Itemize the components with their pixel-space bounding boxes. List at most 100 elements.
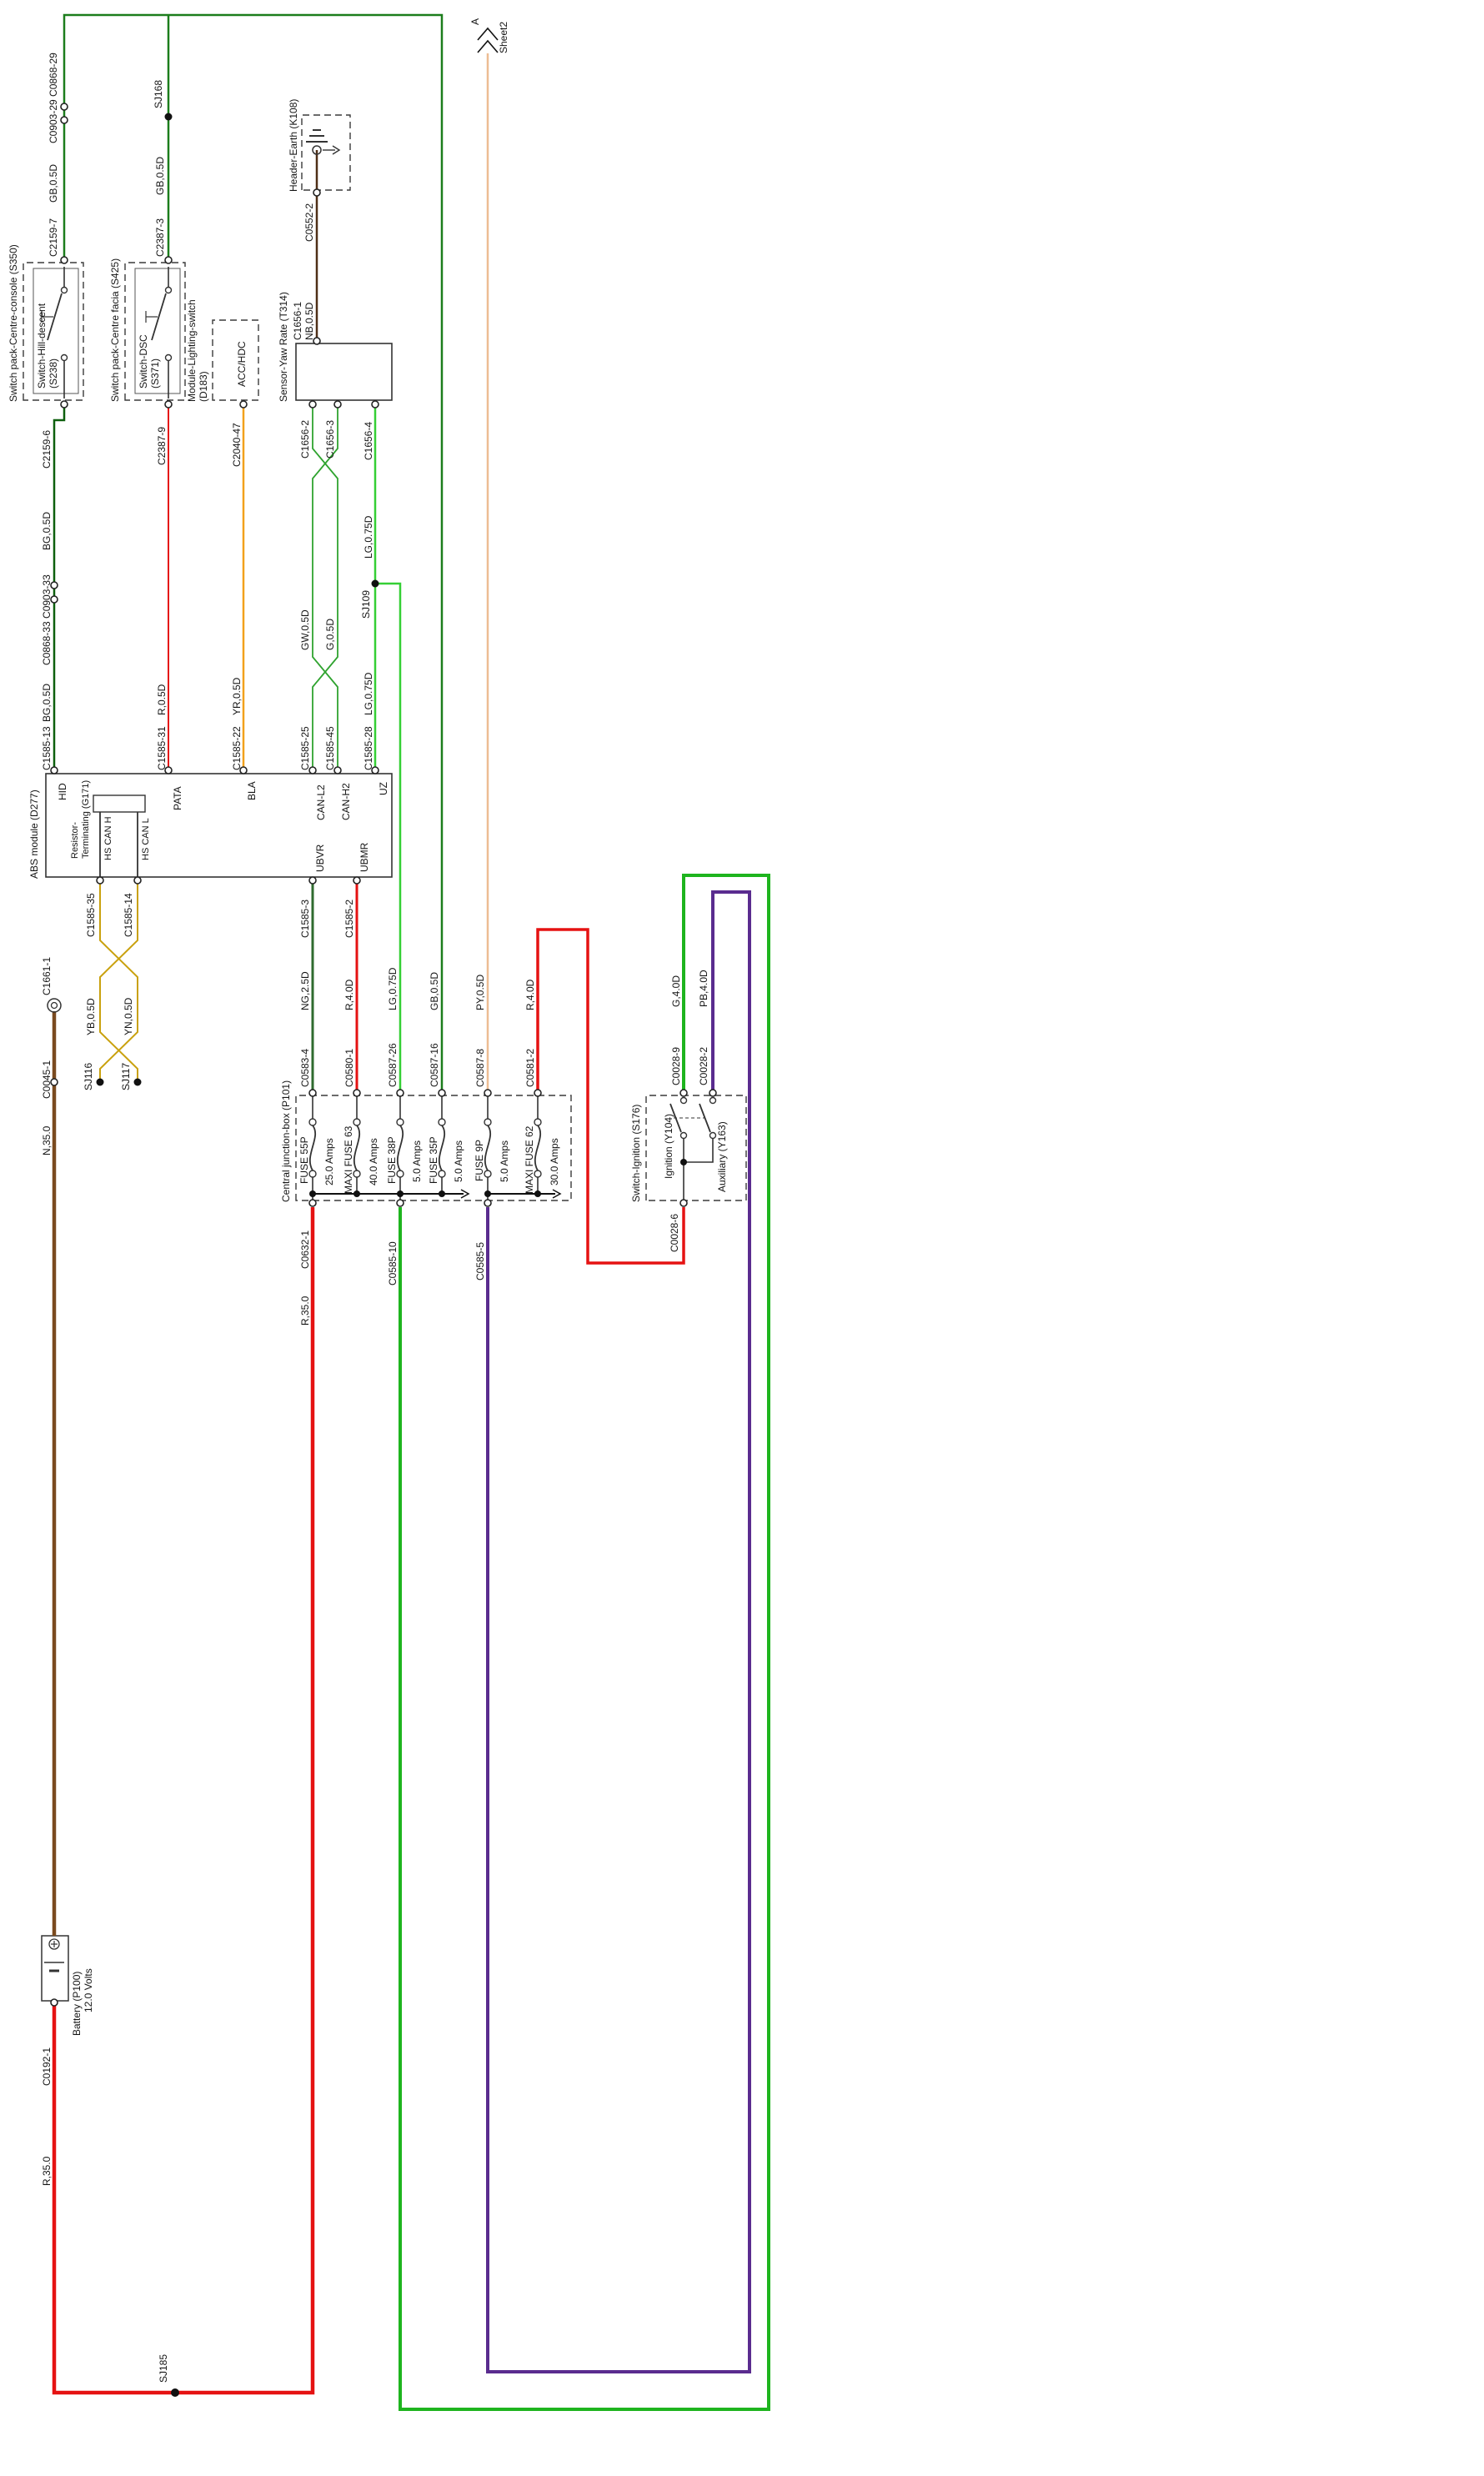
abs-pin-bla: BLA — [246, 781, 258, 800]
label-c0585-10: C0585-10 — [387, 1241, 399, 1286]
label-c2040-47: C2040-47 — [231, 423, 243, 467]
label-c1656-4: C1656-4 — [363, 421, 374, 460]
label-bg-05-b: BG,0.5D — [41, 683, 53, 722]
yaw-sensor-box — [295, 343, 393, 401]
label-c0028-9: C0028-9 — [670, 1046, 682, 1085]
battery-voltage: 12.0 Volts — [83, 1968, 94, 2012]
label-r40-ign: R,4.0D — [524, 979, 536, 1010]
label-r-05: R,0.5D — [156, 684, 168, 715]
label-c1661-1: C1661-1 — [41, 956, 53, 995]
abs-pin-uz: UZ — [378, 782, 389, 795]
ignition-contact-label: Ignition (Y104) — [663, 1113, 674, 1179]
lighting-module-box — [212, 319, 259, 401]
abs-pin-can-l2: CAN-L2 — [315, 784, 327, 820]
label-sj109: SJ109 — [360, 589, 372, 619]
label-gb-05-dsc: GB,0.5D — [154, 156, 166, 195]
maxi-fuse-63-name: MAXI FUSE 63 — [343, 1125, 354, 1194]
label-c2387-9: C2387-9 — [156, 426, 168, 465]
label-c1585-35: C1585-35 — [85, 893, 97, 937]
hill-descent-switch-symbol — [41, 267, 68, 398]
label-gb-05-hill: GB,0.5D — [48, 163, 59, 203]
label-c1656-2: C1656-2 — [299, 419, 311, 459]
header-earth-name: Header-Earth (K108) — [288, 98, 299, 192]
maxi-fuse-63-rating: 40.0 Amps — [368, 1138, 379, 1185]
label-c2159-6: C2159-6 — [41, 429, 53, 469]
wire-aux-out-purple — [486, 890, 751, 2373]
label-c1585-31: C1585-31 — [156, 726, 168, 770]
dsc-switch-symbol — [145, 267, 173, 398]
label-sj185: SJ185 — [158, 2353, 169, 2383]
cjb-name: Central junction-box (P101) — [280, 1080, 292, 1202]
abs-pin-ubvr: UBVR — [314, 844, 326, 872]
lighting-module-mode: ACC/HDC — [236, 341, 248, 387]
connector-circles — [50, 103, 717, 2007]
label-sj168: SJ168 — [153, 79, 164, 108]
label-c1585-13: C1585-13 — [41, 726, 53, 770]
label-c1585-45: C1585-45 — [324, 726, 336, 770]
console-switch-pack-box — [23, 262, 84, 401]
label-c0581-2: C0581-2 — [524, 1048, 536, 1087]
abs-resistor-line2: Terminating (G171) — [81, 779, 91, 859]
label-c0585-5: C0585-5 — [474, 1241, 486, 1281]
battery-symbol — [44, 1938, 64, 1972]
maxi-fuse-62-name: MAXI FUSE 62 — [524, 1125, 535, 1194]
label-c0632-1: C0632-1 — [299, 1230, 311, 1269]
label-r35-cjb: R,35.0 — [299, 1296, 311, 1326]
label-c0587-16: C0587-16 — [429, 1043, 440, 1087]
label-gw-05: GW,0.5D — [299, 609, 311, 650]
label-c1585-22: C1585-22 — [231, 726, 243, 770]
sheet2-arrow — [477, 27, 499, 53]
fuse-9p-symbol — [484, 1095, 492, 1200]
wire-can-pair — [312, 408, 338, 767]
header-earth-box — [301, 114, 351, 191]
auxiliary-contact-label: Auxiliary (Y163) — [716, 1121, 728, 1192]
label-lg-075-cjb: LG,0.75D — [387, 967, 399, 1010]
label-nb-05: NB,0.5D — [303, 302, 315, 340]
console-pack-inner: Switch-Hill-descent (S238) — [36, 303, 59, 388]
label-c2159-7: C2159-7 — [48, 218, 59, 257]
label-lg-075-b: LG,0.75D — [363, 672, 374, 715]
label-c0192-1: C0192-1 — [41, 2047, 53, 2086]
label-yr-05: YR,0.5D — [231, 677, 243, 715]
sheet-marker-name: Sheet2 — [498, 21, 509, 53]
fuse-38p-name: FUSE 38P — [386, 1136, 398, 1184]
label-c1585-28: C1585-28 — [363, 726, 374, 770]
label-sj117: SJ117 — [120, 1062, 132, 1090]
label-c2387-3: C2387-3 — [154, 218, 166, 257]
wire-hill-out-bg — [53, 408, 66, 767]
label-g-40: G,4.0D — [670, 975, 682, 1007]
abs-module-box — [45, 773, 393, 878]
earth-symbol — [306, 129, 341, 155]
fuse-55p-symbol — [308, 1095, 317, 1200]
label-r35-battery: R,35.0 — [41, 2156, 53, 2186]
battery-post-terminal — [47, 998, 62, 1013]
label-yb-05: YB,0.5D — [85, 998, 97, 1035]
label-bg-05-a: BG,0.5D — [41, 511, 53, 550]
label-g-05: G,0.5D — [324, 618, 336, 650]
wire-ignition-feed-red — [536, 928, 685, 1265]
label-c0552-2: C0552-2 — [303, 203, 315, 242]
ignition-contacts-symbol — [669, 1096, 717, 1200]
fuse-35p-rating: 5.0 Amps — [453, 1140, 464, 1182]
maxi-fuse-62-rating: 30.0 Amps — [549, 1138, 560, 1185]
cjb-box — [295, 1095, 572, 1201]
fuse-55p-name: FUSE 55P — [298, 1136, 310, 1184]
cjb-bus — [313, 1189, 562, 1199]
label-gb-05-cjb: GB,0.5D — [429, 971, 440, 1010]
ignition-switch-box — [645, 1095, 747, 1201]
label-n35: N,35.0 — [41, 1125, 53, 1155]
wire-hs-can-pair — [99, 884, 138, 1080]
battery-box — [41, 1935, 69, 2002]
label-inline-c0868-33: C0868-33 C0903-33 — [41, 574, 53, 665]
label-c1585-3: C1585-3 — [299, 899, 311, 938]
lighting-module-name: Module-Lighting-switch (D183) — [186, 299, 209, 402]
facia-switch-pack-box — [124, 262, 186, 401]
abs-internal-can-resistor — [93, 794, 146, 877]
label-c0045-1: C0045-1 — [41, 1060, 53, 1099]
label-inline-c0903-29: C0903-29 C0868-29 — [48, 53, 59, 143]
ignition-switch-name: Switch-Ignition (S176) — [630, 1104, 642, 1202]
label-c0583-4: C0583-4 — [299, 1048, 311, 1087]
wire-switch-feed-gb — [63, 13, 444, 1090]
